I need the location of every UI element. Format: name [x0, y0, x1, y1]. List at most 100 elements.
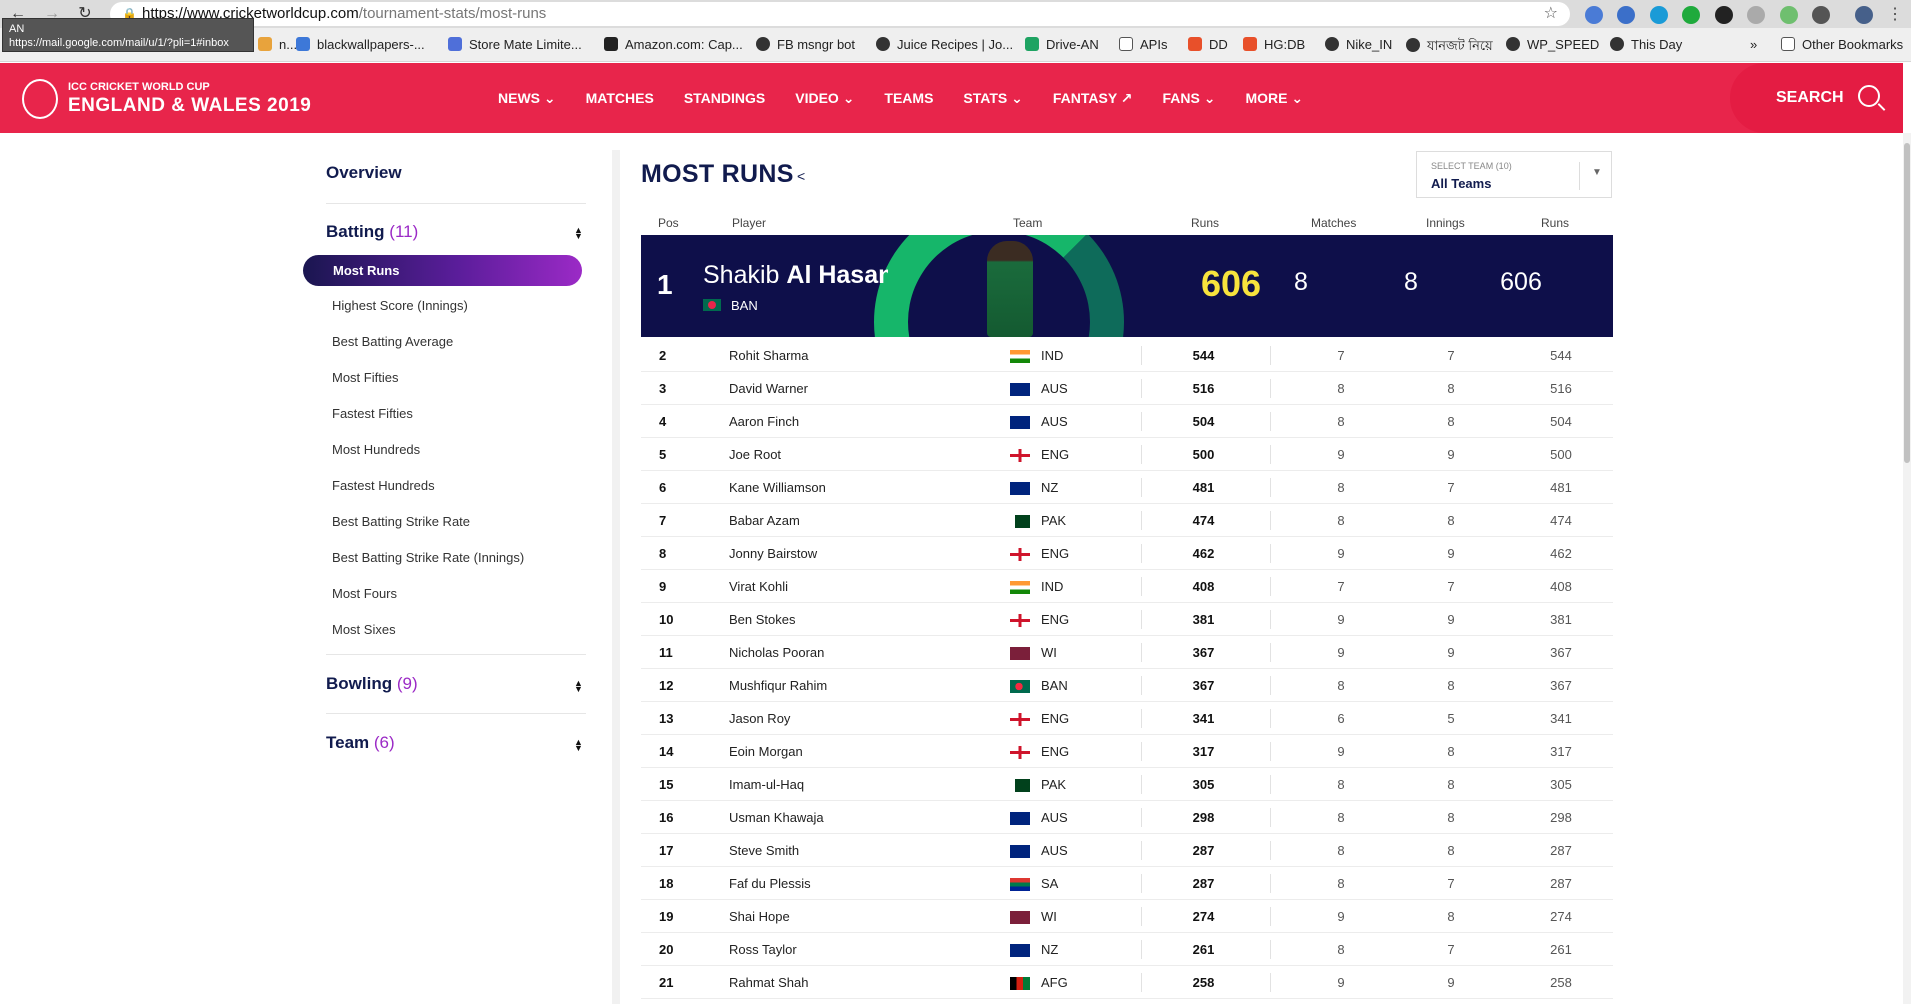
bookmark-item[interactable]: This Day	[1610, 37, 1682, 52]
team-select-dropdown[interactable]: SELECT TEAM (10) All Teams ▼	[1416, 151, 1612, 198]
more-bookmarks-icon[interactable]: »	[1750, 37, 1758, 52]
share-icon[interactable]: <	[797, 168, 806, 184]
bookmark-item[interactable]: Nike_IN	[1325, 37, 1392, 52]
table-row[interactable]: 4 Aaron Finch AUS 504 8 8 504	[641, 405, 1613, 438]
bookmark-item[interactable]: Juice Recipes | Jo...	[876, 37, 1013, 52]
sidebar-item-most-fours[interactable]: Most Fours	[332, 586, 398, 601]
bookmark-item[interactable]: Amazon.com: Cap...	[604, 37, 743, 52]
bookmark-folder[interactable]: APIs	[1119, 37, 1167, 52]
bookmark-star-icon[interactable]: ☆	[1543, 5, 1558, 22]
bookmark-item[interactable]: n...	[258, 37, 297, 52]
bookmark-item[interactable]: HG:DB	[1243, 37, 1305, 52]
extension-icon[interactable]	[1779, 5, 1798, 24]
row-player-name[interactable]: Usman Khawaja	[729, 810, 824, 825]
bookmark-item[interactable]: FB msngr bot	[756, 37, 855, 52]
bookmark-item[interactable]: যানজট নিয়ে	[1406, 37, 1493, 58]
row-player-name[interactable]: Aaron Finch	[729, 414, 800, 429]
extension-icon[interactable]	[1812, 5, 1831, 24]
sidebar-group-team[interactable]: Team (6)	[326, 733, 395, 753]
table-row[interactable]: 20 Ross Taylor NZ 261 8 7 261	[641, 933, 1613, 966]
table-row[interactable]: 3 David Warner AUS 516 8 8 516	[641, 372, 1613, 405]
nav-fantasy[interactable]: FANTASY ↗	[1052, 90, 1133, 106]
bookmark-item[interactable]: Drive-AN	[1025, 37, 1099, 52]
sidebar-item-most-sixes[interactable]: Most Sixes	[332, 622, 396, 637]
bookmark-item[interactable]: Store Mate Limite...	[448, 37, 582, 52]
nav-stats[interactable]: STATS ⌄	[963, 90, 1023, 106]
table-row[interactable]: 17 Steve Smith AUS 287 8 8 287	[641, 834, 1613, 867]
bookmark-item[interactable]: WP_SPEED	[1506, 37, 1599, 52]
search-button[interactable]: SEARCH	[1730, 63, 1903, 133]
sidebar-item-fastest-hundreds[interactable]: Fastest Hundreds	[332, 478, 435, 493]
bookmark-item[interactable]: DD	[1188, 37, 1228, 52]
collapse-toggle-icon[interactable]: ▲ ▼	[574, 225, 583, 241]
table-row[interactable]: 5 Joe Root ENG 500 9 9 500	[641, 438, 1613, 471]
reload-icon[interactable]: ↻	[78, 5, 92, 22]
extension-icon[interactable]	[1649, 5, 1668, 24]
table-row[interactable]: 11 Nicholas Pooran WI 367 9 9 367	[641, 636, 1613, 669]
sidebar-group-bowling[interactable]: Bowling (9)	[326, 674, 418, 694]
nav-matches[interactable]: MATCHES	[585, 90, 654, 106]
row-player-name[interactable]: Imam-ul-Haq	[729, 777, 805, 792]
extension-icon[interactable]	[1714, 5, 1733, 24]
sidebar-item-fastest-fifties[interactable]: Fastest Fifties	[332, 406, 413, 421]
table-row[interactable]: 7 Babar Azam PAK 474 8 8 474	[641, 504, 1613, 537]
nav-more[interactable]: MORE ⌄	[1245, 90, 1304, 106]
row-player-name[interactable]: Jonny Bairstow	[729, 546, 818, 561]
table-row[interactable]: 9 Virat Kohli IND 408 7 7 408	[641, 570, 1613, 603]
other-bookmarks[interactable]: Other Bookmarks	[1781, 37, 1903, 52]
sidebar-overview[interactable]: Overview	[326, 163, 402, 182]
row-player-name[interactable]: Kane Williamson	[729, 480, 826, 495]
nav-video[interactable]: VIDEO ⌄	[795, 90, 855, 106]
row-player-name[interactable]: Babar Azam	[729, 513, 800, 528]
nav-news[interactable]: NEWS ⌄	[498, 90, 556, 106]
table-row[interactable]: 8 Jonny Bairstow ENG 462 9 9 462	[641, 537, 1613, 570]
row-player-name[interactable]: Ben Stokes	[729, 612, 796, 627]
table-row[interactable]: 18 Faf du Plessis SA 287 8 7 287	[641, 867, 1613, 900]
sidebar-item-best-strike-rate[interactable]: Best Batting Strike Rate	[332, 514, 471, 529]
table-row[interactable]: 15 Imam-ul-Haq PAK 305 8 8 305	[641, 768, 1613, 801]
extension-icon[interactable]	[1747, 5, 1766, 24]
sidebar-item-best-batting-average[interactable]: Best Batting Average	[332, 334, 454, 349]
nav-fans[interactable]: FANS ⌄	[1162, 90, 1216, 106]
table-row[interactable]: 21 Rahmat Shah AFG 258 9 9 258	[641, 966, 1613, 999]
leader-card[interactable]: 1 Shakib Al Hasan BAN 606 8 8 606	[641, 235, 1613, 337]
menu-icon[interactable]: ⋮	[1887, 6, 1904, 23]
row-player-name[interactable]: Jason Roy	[729, 711, 791, 726]
nav-standings[interactable]: STANDINGS	[683, 90, 766, 106]
bookmark-item[interactable]: blackwallpapers-...	[296, 37, 425, 52]
nav-teams[interactable]: TEAMS	[884, 90, 934, 106]
sidebar-item-most-runs[interactable]: Most Runs	[303, 255, 582, 286]
extension-icon[interactable]	[1585, 5, 1603, 24]
row-player-name[interactable]: Joe Root	[729, 447, 782, 462]
sidebar-group-batting[interactable]: Batting (11)	[326, 222, 418, 242]
table-row[interactable]: 16 Usman Khawaja AUS 298 8 8 298	[641, 801, 1613, 834]
row-player-name[interactable]: Ross Taylor	[729, 942, 797, 957]
row-player-name[interactable]: Mushfiqur Rahim	[729, 678, 828, 693]
table-row[interactable]: 13 Jason Roy ENG 341 6 5 341	[641, 702, 1613, 735]
address-bar[interactable]: 🔒 https://www.cricketworldcup.com/tourna…	[110, 2, 1570, 26]
row-player-name[interactable]: Virat Kohli	[729, 579, 789, 594]
table-row[interactable]: 2 Rohit Sharma IND 544 7 7 544	[641, 339, 1613, 372]
grammarly-icon[interactable]	[1682, 5, 1701, 24]
row-player-name[interactable]: Faf du Plessis	[729, 876, 811, 891]
back-icon[interactable]: ←	[10, 5, 26, 22]
table-row[interactable]: 19 Shai Hope WI 274 9 8 274	[641, 900, 1613, 933]
row-player-name[interactable]: David Warner	[729, 381, 808, 396]
table-row[interactable]: 12 Mushfiqur Rahim BAN 367 8 8 367	[641, 669, 1613, 702]
row-player-name[interactable]: Eoin Morgan	[729, 744, 803, 759]
sidebar-item-highest-score[interactable]: Highest Score (Innings)	[332, 298, 468, 313]
table-row[interactable]: 10 Ben Stokes ENG 381 9 9 381	[641, 603, 1613, 636]
sidebar-item-most-hundreds[interactable]: Most Hundreds	[332, 442, 421, 457]
extension-icon[interactable]	[1617, 5, 1636, 24]
table-row[interactable]: 14 Eoin Morgan ENG 317 9 8 317	[641, 735, 1613, 768]
profile-avatar[interactable]	[1854, 5, 1873, 24]
scrollbar-thumb[interactable]	[1904, 143, 1910, 463]
page-scrollbar[interactable]	[1903, 133, 1911, 1004]
sidebar-item-most-fifties[interactable]: Most Fifties	[332, 370, 399, 385]
row-player-name[interactable]: Rahmat Shah	[729, 975, 809, 990]
row-player-name[interactable]: Nicholas Pooran	[729, 645, 825, 660]
row-player-name[interactable]: Steve Smith	[729, 843, 800, 858]
expand-toggle-icon[interactable]: ▲ ▼	[574, 737, 583, 753]
row-player-name[interactable]: Shai Hope	[729, 909, 790, 924]
sidebar-item-best-strike-rate-innings[interactable]: Best Batting Strike Rate (Innings)	[332, 550, 525, 565]
